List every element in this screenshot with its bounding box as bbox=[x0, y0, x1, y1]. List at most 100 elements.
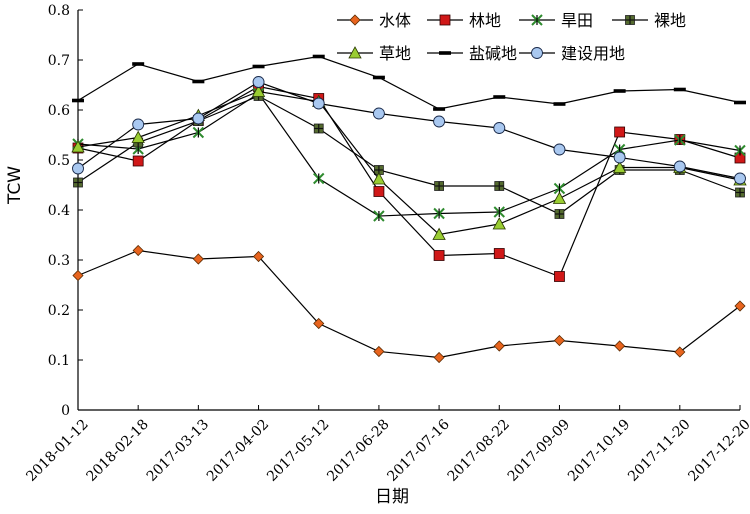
data-point bbox=[434, 181, 444, 191]
legend-item: 草地 bbox=[337, 44, 411, 63]
data-point bbox=[71, 140, 85, 153]
series-line bbox=[77, 85, 741, 278]
data-point bbox=[613, 151, 626, 164]
data-point bbox=[433, 207, 445, 220]
series-3 bbox=[72, 87, 746, 222]
legend-marker bbox=[439, 51, 451, 55]
x-tick-label: 2017-09-09 bbox=[505, 416, 573, 484]
data-point bbox=[72, 269, 84, 282]
data-point bbox=[252, 76, 265, 88]
legend-label: 草地 bbox=[379, 44, 411, 63]
y-tick-label: 0.8 bbox=[48, 3, 70, 19]
data-point bbox=[674, 346, 686, 358]
x-axis-title: 日期 bbox=[375, 487, 409, 507]
y-tick-label: 0.5 bbox=[48, 153, 70, 169]
series-line bbox=[77, 55, 741, 110]
data-point bbox=[313, 172, 325, 185]
series-1 bbox=[72, 244, 746, 364]
data-point bbox=[372, 107, 385, 120]
legend-marker bbox=[439, 14, 451, 26]
data-point bbox=[493, 122, 506, 134]
data-point bbox=[673, 160, 686, 173]
series-7 bbox=[72, 76, 746, 185]
series-line bbox=[77, 95, 741, 215]
data-point bbox=[734, 172, 746, 185]
legend-label: 林地 bbox=[469, 11, 501, 30]
data-point bbox=[252, 250, 265, 263]
data-point bbox=[734, 300, 746, 312]
data-point bbox=[614, 126, 626, 138]
legend-item: 裸地 bbox=[612, 11, 686, 30]
data-point bbox=[73, 177, 83, 188]
data-point bbox=[373, 210, 385, 222]
data-point bbox=[372, 75, 385, 80]
data-point bbox=[493, 206, 505, 218]
data-point bbox=[735, 187, 745, 198]
y-tick-label: 0.2 bbox=[48, 303, 70, 319]
data-point bbox=[554, 271, 565, 282]
legend-label: 建设用地 bbox=[561, 44, 625, 63]
data-point bbox=[313, 317, 325, 330]
data-point bbox=[131, 130, 145, 143]
data-point bbox=[552, 191, 567, 204]
data-point bbox=[433, 115, 446, 128]
y-axis-title: TCW bbox=[5, 166, 25, 205]
legend-item: 水体 bbox=[337, 11, 411, 30]
data-point bbox=[433, 351, 445, 364]
series-line bbox=[77, 92, 741, 217]
series-4 bbox=[73, 91, 745, 219]
data-point bbox=[192, 253, 204, 265]
y-tick-label: 0.6 bbox=[48, 103, 70, 119]
y-tick-label: 0.1 bbox=[48, 353, 70, 369]
data-point bbox=[614, 340, 626, 352]
data-point bbox=[734, 100, 746, 105]
data-point bbox=[312, 97, 325, 110]
series-line bbox=[77, 249, 741, 359]
data-point bbox=[251, 84, 266, 97]
series-line bbox=[77, 81, 741, 180]
data-point bbox=[493, 340, 505, 352]
y-tick-label: 0.3 bbox=[48, 253, 70, 269]
series-5 bbox=[71, 84, 747, 240]
x-tick-label: 2018-01-12 bbox=[23, 416, 91, 484]
x-tick-label: 2017-10-19 bbox=[565, 416, 633, 484]
data-point bbox=[494, 181, 505, 191]
data-point bbox=[553, 143, 566, 156]
data-point bbox=[132, 155, 144, 167]
data-point bbox=[192, 126, 205, 139]
y-tick-label: 0.7 bbox=[48, 53, 70, 69]
plot-area: 0 0.1 0.2 0.3 0.4 0.5 0.6 0.7 0.8 2018-01-122018-… bbox=[23, 3, 750, 485]
x-tick-label: 2017-06-28 bbox=[324, 416, 392, 484]
data-point bbox=[312, 54, 325, 59]
data-point bbox=[493, 248, 505, 259]
data-point bbox=[132, 62, 145, 66]
data-point bbox=[674, 134, 686, 146]
x-tick-label: 2017-05-12 bbox=[264, 416, 332, 484]
legend-marker bbox=[531, 47, 543, 59]
data-point bbox=[673, 87, 686, 92]
legend-marker bbox=[348, 46, 362, 59]
x-tick-label: 2018-02-18 bbox=[84, 416, 152, 484]
data-point bbox=[612, 160, 627, 173]
legend-item: 旱田 bbox=[519, 11, 593, 30]
data-point bbox=[252, 64, 265, 69]
data-point bbox=[192, 112, 205, 125]
data-point bbox=[132, 244, 144, 257]
x-tick-label: 2017-11-20 bbox=[625, 416, 693, 484]
data-point bbox=[372, 172, 386, 185]
legend-label: 裸地 bbox=[654, 11, 686, 30]
data-point bbox=[433, 107, 446, 111]
x-tick-label: 2017-07-16 bbox=[384, 416, 452, 484]
data-point bbox=[132, 118, 145, 131]
x-tick-label: 2017-04-02 bbox=[204, 416, 272, 484]
data-point bbox=[432, 227, 446, 240]
y-axis-title-group: TCW bbox=[5, 166, 25, 205]
data-point bbox=[613, 89, 626, 93]
data-point bbox=[734, 144, 746, 157]
legend-marker bbox=[531, 14, 543, 26]
data-point bbox=[72, 162, 84, 175]
data-point bbox=[493, 95, 506, 99]
x-tick-label: 2017-03-13 bbox=[144, 416, 212, 484]
